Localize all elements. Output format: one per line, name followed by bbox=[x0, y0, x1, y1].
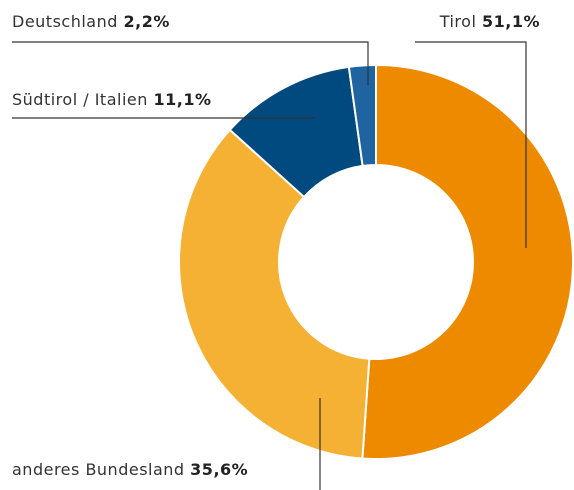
category-name: Deutschland bbox=[12, 12, 118, 31]
slice-label: Südtirol / Italien 11,1% bbox=[12, 90, 211, 109]
slice-label: Deutschland 2,2% bbox=[12, 12, 170, 31]
value-label: 2,2% bbox=[124, 12, 170, 31]
category-name: Tirol bbox=[439, 12, 477, 31]
slice-label: anderes Bundesland 35,6% bbox=[12, 460, 248, 479]
leader-line bbox=[12, 41, 369, 85]
value-label: 11,1% bbox=[153, 90, 211, 109]
category-name: Südtirol / Italien bbox=[12, 90, 148, 109]
value-label: 51,1% bbox=[482, 12, 540, 31]
donut-slice bbox=[361, 63, 574, 460]
donut-slice bbox=[347, 63, 377, 168]
category-name: anderes Bundesland bbox=[12, 460, 185, 479]
leader-line bbox=[415, 41, 527, 248]
slice-label: Tirol 51,1% bbox=[439, 12, 540, 31]
value-label: 35,6% bbox=[190, 460, 248, 479]
donut-slice bbox=[178, 128, 371, 460]
